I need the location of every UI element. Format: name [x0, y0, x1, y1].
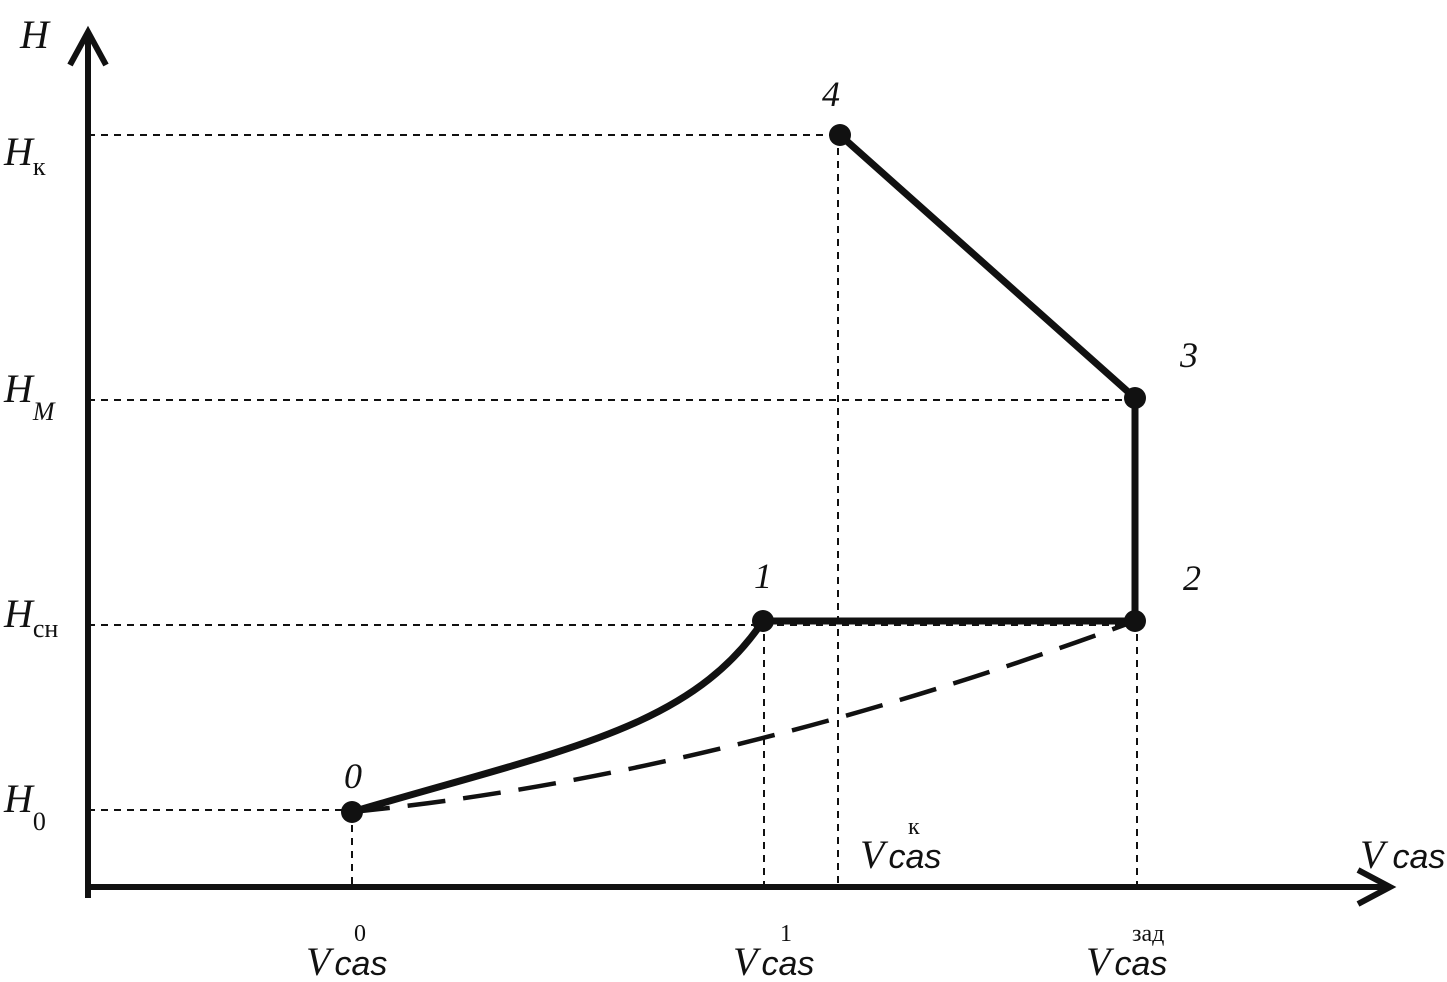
point-label: 4	[822, 74, 840, 114]
y-axis	[67, 25, 109, 898]
y-axis-label: H	[19, 12, 51, 57]
label-sub: cas	[1114, 945, 1167, 982]
label-main: V	[1086, 939, 1115, 982]
label-sub: сн	[33, 614, 59, 643]
label-sub: cas	[761, 945, 814, 982]
label-sub: cas	[334, 945, 387, 982]
label-main: H	[3, 591, 35, 636]
label-sup: 1	[780, 921, 792, 947]
label-sub: cas	[888, 838, 941, 876]
point	[752, 610, 774, 632]
y-level-label: H0	[3, 776, 46, 836]
point	[341, 801, 363, 823]
label-sup: к	[908, 814, 920, 840]
label-main: H	[3, 776, 35, 821]
y-level-label: HM	[3, 366, 56, 426]
label-main: H	[3, 366, 35, 411]
point-label: 3	[1179, 335, 1198, 375]
label-sup: зад	[1132, 921, 1164, 947]
point-label: 2	[1183, 558, 1201, 598]
point	[1124, 610, 1146, 632]
point-label: 0	[344, 756, 362, 796]
label-sub: cas	[1392, 838, 1445, 876]
trajectory	[351, 132, 1139, 816]
guide-lines	[88, 134, 1138, 887]
label-main: V	[733, 939, 762, 982]
point	[829, 124, 851, 146]
x-axis	[86, 867, 1397, 907]
label-main: V	[306, 939, 335, 982]
y-level-label: Hк	[3, 129, 46, 181]
label-sub: к	[33, 152, 46, 181]
label-main: V	[1360, 832, 1389, 877]
label-sub: M	[32, 397, 56, 426]
label-main: V	[860, 832, 889, 877]
point-label: 1	[754, 556, 772, 596]
dashed-curve	[351, 618, 1136, 815]
label-sub: 0	[33, 807, 46, 836]
label-sup: 0	[354, 921, 366, 947]
point	[1124, 387, 1146, 409]
points	[341, 124, 1146, 823]
label-main: H	[3, 129, 35, 174]
y-level-label: Hсн	[3, 591, 58, 643]
